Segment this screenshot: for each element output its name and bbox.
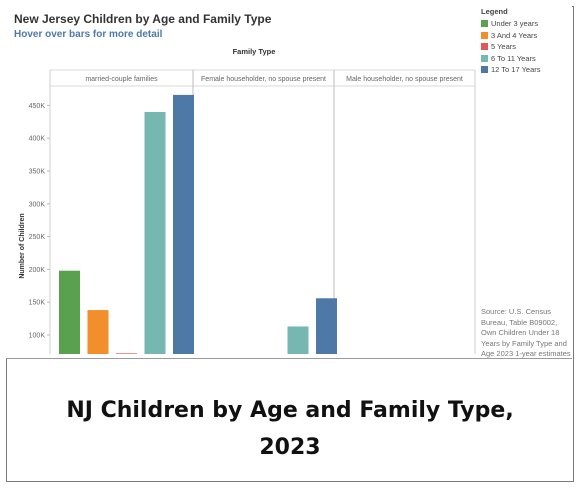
dashboard-viz: Family Type married-couple families Female… (6, 6, 572, 359)
legend-swatch (481, 66, 488, 74)
bar-0-2 (116, 353, 137, 354)
legend-swatch (481, 20, 488, 28)
y-tick-label: 100K (29, 333, 46, 340)
caption: NJ Children by Age and Family Type, 2023 (7, 392, 573, 466)
y-tick-label: 150K (29, 300, 46, 307)
bar-1-4 (316, 298, 337, 354)
y-tick-label: 200K (29, 267, 46, 274)
caption-line-2: 2023 (259, 435, 321, 460)
y-tick-label: 250K (29, 234, 46, 241)
legend: Legend Under 3 years 3 And 4 Years 5 Yea… (481, 7, 541, 76)
column-header-label: Female householder, no spouse present (201, 76, 326, 83)
y-tick-label: 450K (29, 103, 46, 110)
source-note: Source: U.S. Census Bureau, Table B09002… (481, 307, 571, 358)
legend-label: 12 To 17 Years (491, 65, 541, 75)
legend-item-3-and-4[interactable]: 3 And 4 Years (481, 30, 541, 42)
legend-swatch (481, 31, 488, 39)
legend-swatch (481, 54, 488, 62)
chart-subtitle: Hover over bars for more detail (14, 29, 163, 40)
column-header-label: Male householder, no spouse present (346, 76, 463, 83)
y-axis-label: Number of Children (19, 213, 26, 278)
bar-0-0 (59, 270, 80, 354)
legend-swatch (481, 43, 488, 51)
legend-item-5[interactable]: 5 Years (481, 41, 541, 53)
legend-item-12-to-17[interactable]: 12 To 17 Years (481, 64, 541, 76)
legend-label: 3 And 4 Years (491, 30, 538, 40)
bar-0-4 (173, 94, 194, 355)
bar-0-3 (144, 111, 166, 355)
chart-title: New Jersey Children by Age and Family Ty… (14, 12, 272, 26)
legend-label: 5 Years (491, 42, 517, 52)
legend-item-under-3[interactable]: Under 3 years (481, 18, 541, 30)
bar-chart: Family Type married-couple families Female… (19, 47, 476, 355)
y-tick-label: 300K (29, 201, 46, 208)
legend-label: Under 3 years (491, 19, 539, 29)
y-tick-label: 350K (29, 169, 46, 176)
bar-1-3 (287, 326, 309, 354)
caption-line-1: NJ Children by Age and Family Type, (66, 398, 514, 423)
column-header-title: Family Type (233, 47, 276, 56)
legend-label: 6 To 11 Years (491, 53, 536, 63)
legend-item-6-to-11[interactable]: 6 To 11 Years (481, 53, 541, 65)
column-header-label: married-couple families (85, 76, 158, 83)
bar-0-1 (87, 310, 109, 354)
y-tick-label: 400K (29, 136, 46, 143)
legend-title: Legend (481, 7, 508, 16)
